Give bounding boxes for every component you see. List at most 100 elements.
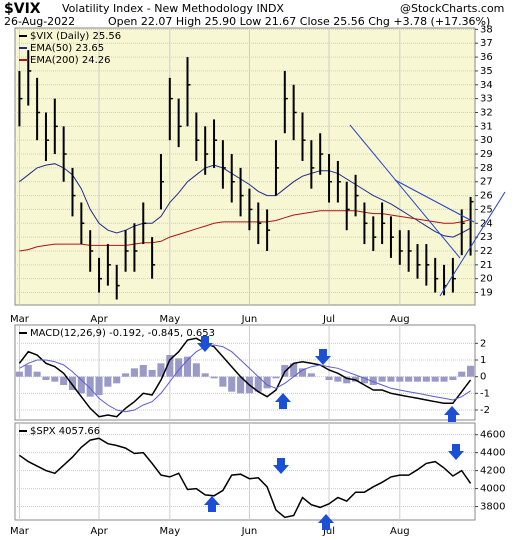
histogram-bar [122, 373, 130, 377]
y-tick-label: -1 [480, 388, 490, 399]
x-tick-label: Aug [390, 314, 410, 325]
plots: 1920212223242526272829303132333435363738… [10, 24, 505, 537]
y-tick-label: 38 [480, 24, 493, 35]
plot-area [14, 27, 476, 306]
y-tick-label: 31 [480, 121, 493, 132]
y-tick-label: 27 [480, 177, 493, 188]
histogram-bar [201, 373, 209, 377]
histogram-bar [24, 365, 32, 377]
x-tick-label: Mar [10, 526, 30, 537]
source: @StockCharts.com [400, 2, 504, 15]
x-tick-label: Aug [390, 526, 410, 537]
x-tick-label: Apr [90, 526, 108, 537]
y-tick-label: 25 [480, 204, 493, 215]
y-tick-label: 23 [480, 232, 493, 243]
x-tick-label: Apr [90, 314, 108, 325]
histogram-bar [387, 376, 395, 382]
histogram-bar [396, 376, 404, 382]
x-tick-label: May [159, 526, 180, 537]
series-line [18, 437, 472, 519]
histogram-bar [51, 376, 59, 382]
histogram-bar [68, 376, 77, 390]
histogram-bar [77, 376, 85, 394]
histogram-bar [175, 358, 183, 377]
y-tick-label: 19 [480, 288, 493, 299]
y-tick-label: 37 [480, 38, 493, 49]
plot-area [14, 422, 476, 521]
y-tick-label: 3800 [480, 502, 505, 513]
trend-line [394, 179, 475, 223]
histogram-bar [15, 371, 23, 377]
y-tick-label: 0 [480, 372, 486, 383]
histogram-bar [42, 376, 50, 380]
histogram-bar [237, 376, 245, 394]
histogram-bar [228, 376, 236, 392]
histogram-bar [219, 376, 227, 387]
histogram-bar [33, 371, 41, 377]
histogram-bar [290, 363, 298, 377]
legend-label: EMA(50) 23.65 [30, 43, 104, 54]
y-tick-label: 24 [480, 218, 493, 229]
histogram-bar [307, 373, 315, 377]
histogram-bar [166, 355, 174, 377]
histogram-bar [458, 371, 466, 377]
histogram-bar [104, 376, 112, 387]
y-tick-label: 22 [480, 246, 493, 257]
trend-line [349, 124, 461, 259]
histogram-bar [263, 376, 271, 389]
histogram-bar [183, 356, 192, 377]
y-tick-label: 4400 [480, 448, 505, 459]
histogram-bar [148, 370, 156, 377]
histogram-bar [334, 376, 342, 382]
y-tick-label: 32 [480, 107, 493, 118]
y-tick-label: 30 [480, 135, 493, 146]
date: 26-Aug-2022 [4, 15, 75, 28]
y-tick-label: 36 [480, 52, 493, 63]
y-tick-label: 2 [480, 338, 486, 349]
histogram-bar [369, 376, 377, 385]
histogram-bar [139, 365, 147, 377]
symbol: $VIX [4, 1, 41, 17]
y-tick-label: 4600 [480, 430, 505, 441]
histogram-bar [352, 376, 360, 382]
y-tick-label: 26 [480, 191, 493, 202]
histogram-bar [449, 376, 457, 380]
histogram-bar [272, 376, 280, 379]
histogram-bar [95, 376, 103, 395]
histogram-bar [254, 376, 262, 392]
x-tick-label: Jul [322, 526, 335, 537]
y-tick-label: -2 [480, 405, 490, 416]
y-tick-label: 35 [480, 66, 493, 77]
trend-line [439, 191, 506, 297]
histogram-bar [360, 376, 368, 384]
histogram-bar [440, 376, 448, 382]
histogram-bar [431, 376, 439, 382]
plot-area [14, 324, 476, 421]
x-tick-label: Mar [10, 314, 30, 325]
histogram-bar [405, 376, 413, 382]
y-tick-label: 21 [480, 260, 493, 271]
histogram-bar [298, 368, 307, 377]
quote: Open 22.07 High 25.90 Low 21.67 Close 25… [108, 15, 490, 28]
x-tick-label: Jun [241, 526, 258, 537]
y-tick-label: 4000 [480, 484, 505, 495]
histogram-bar [60, 376, 68, 385]
legend-label: $VIX (Daily) 25.56 [30, 31, 121, 42]
histogram-bar [86, 376, 94, 397]
y-tick-label: 1 [480, 355, 486, 366]
legend-label: EMA(200) 24.26 [30, 55, 110, 66]
annotations [197, 124, 506, 530]
histogram-bar [343, 376, 351, 384]
series-line [19, 210, 471, 252]
chart-title: Volatility Index - New Methodology INDX [62, 2, 284, 15]
legend-label: MACD(12,26,9) -0.192, -0.845, 0.653 [30, 328, 215, 339]
series-line [19, 344, 471, 413]
series-line [19, 163, 471, 238]
histogram-bar [467, 365, 475, 377]
histogram-bar [192, 363, 200, 377]
x-tick-label: Jul [322, 314, 335, 325]
y-tick-label: 20 [480, 274, 493, 285]
histogram-bar [210, 376, 218, 379]
histogram-bar [113, 376, 121, 384]
